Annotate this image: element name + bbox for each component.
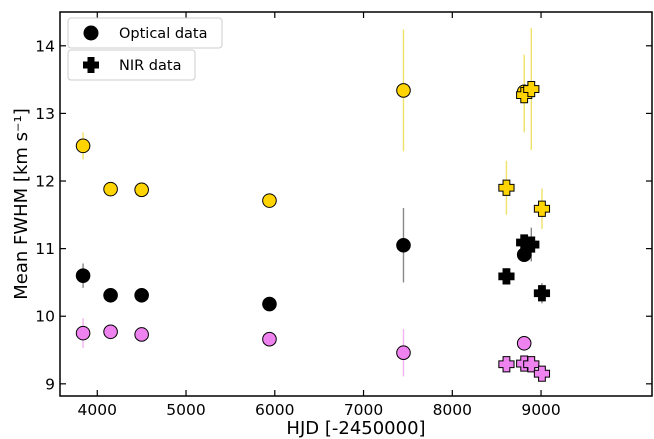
- point-nir-violet-3: [533, 365, 551, 382]
- x-tick-label-2: 6000: [255, 401, 294, 419]
- x-tick-label-3: 7000: [344, 401, 383, 419]
- point-nir-black-0: [498, 268, 515, 285]
- point-optical-black-1: [103, 287, 118, 303]
- legend-box-nir: [67, 49, 196, 81]
- y-tick-label-4: 13: [35, 105, 55, 123]
- point-optical-violet-2: [134, 327, 149, 342]
- point-optical-violet-0: [75, 325, 91, 341]
- y-tick-label-1: 10: [35, 308, 55, 326]
- x-tick-label-0: 4000: [78, 401, 117, 419]
- point-optical-violet-3: [262, 331, 277, 347]
- point-optical-violet-4: [396, 345, 411, 361]
- point-optical-black-2: [134, 287, 149, 303]
- plot-frame: [59, 11, 653, 397]
- point-nir-black-2: [523, 236, 540, 253]
- point-optical-black-3: [262, 296, 277, 312]
- point-optical-violet-1: [103, 324, 118, 340]
- point-nir-yellow-3: [533, 200, 551, 217]
- axis-ticks: 4000 5000 6000 7000 8000 9000 9 10 11 12 13 14: [35, 12, 652, 419]
- point-nir-yellow-2: [523, 80, 540, 98]
- error-bars: [82, 28, 543, 381]
- legend: Optical data NIR data: [67, 17, 223, 81]
- y-tick-label-2: 11: [35, 240, 55, 258]
- point-optical-yellow-1: [103, 181, 118, 197]
- point-optical-yellow-2: [134, 182, 149, 198]
- point-nir-violet-0: [498, 356, 515, 373]
- point-optical-yellow-3: [262, 193, 277, 208]
- point-nir-black-3: [533, 285, 551, 302]
- y-tick-label-3: 12: [35, 173, 55, 191]
- x-tick-label-5: 9000: [521, 401, 560, 419]
- legend-nir-label: NIR data: [119, 58, 181, 74]
- x-tick-label-4: 8000: [433, 401, 472, 419]
- y-axis-label: Mean FWHM [km s⁻¹]: [11, 108, 32, 300]
- x-axis-label: HJD [-2450000]: [286, 418, 425, 439]
- point-optical-black-0: [75, 268, 91, 283]
- point-optical-violet-5: [516, 335, 532, 351]
- y-tick-label-5: 14: [35, 37, 55, 55]
- point-optical-black-4: [396, 237, 411, 253]
- y-tick-label-0: 9: [45, 375, 55, 393]
- legend-nir-marker: [83, 57, 99, 73]
- data-points: [75, 80, 551, 382]
- point-optical-yellow-0: [75, 138, 91, 154]
- legend-optical-label: Optical data: [119, 26, 208, 42]
- legend-box-optical: [67, 17, 223, 49]
- point-nir-yellow-0: [498, 179, 515, 196]
- x-tick-label-1: 5000: [166, 401, 205, 419]
- legend-optical-marker: [83, 25, 99, 41]
- point-optical-yellow-4: [396, 83, 411, 98]
